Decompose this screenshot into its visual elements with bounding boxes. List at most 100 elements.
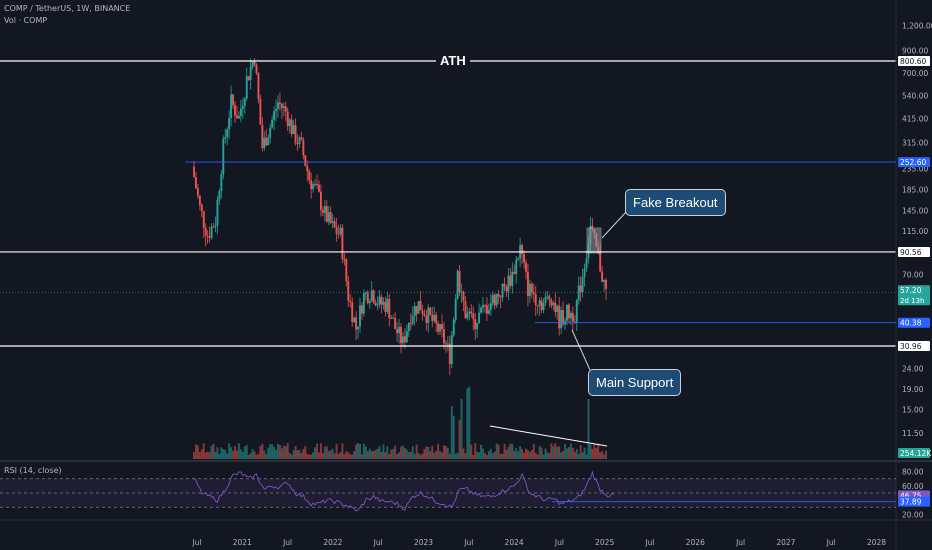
volume-bar (550, 443, 553, 459)
volume-bar (452, 415, 455, 459)
volume-bar (400, 446, 402, 459)
candle-body (409, 323, 412, 325)
fake-breakout-callout: Fake Breakout (625, 189, 726, 216)
rsi-tick-label: 80.00 (902, 468, 924, 477)
price-tick-label: 235.00 (902, 164, 928, 173)
candle-body (507, 275, 510, 292)
volume-bar (497, 444, 500, 459)
candle-body (505, 286, 508, 292)
time-tick-label: 2024 (505, 538, 524, 547)
volume-bar (402, 445, 404, 459)
candle-body (382, 301, 385, 305)
candle-body (286, 111, 289, 127)
volume-bar (294, 446, 297, 459)
volume-bar (208, 452, 211, 459)
volume-bar (544, 448, 547, 459)
volume-bar (251, 449, 254, 459)
candle-body (357, 326, 359, 330)
time-tick-label: 2025 (595, 538, 614, 547)
volume-bar (280, 448, 283, 459)
volume-bar (319, 443, 322, 459)
volume-bar (396, 453, 399, 459)
volume-bar (339, 452, 342, 459)
candle-body (318, 184, 320, 192)
candle-body (437, 323, 440, 332)
price-tag-label: 90.56 (900, 248, 922, 257)
volume-bar (573, 451, 576, 459)
candle-body (532, 292, 535, 295)
volume-bar (198, 452, 201, 459)
candle-body (462, 291, 465, 302)
volume-bar (292, 450, 295, 459)
volume-bar (360, 454, 363, 459)
volume-bar (507, 446, 510, 459)
candle-body (210, 226, 213, 238)
price-tag-countdown: 2d 13h (900, 297, 924, 305)
price-tick-label: 415.00 (902, 115, 928, 124)
candle-body (261, 124, 264, 148)
volume-bar (271, 444, 274, 459)
volume-bar (560, 452, 563, 459)
candle-body (435, 314, 438, 324)
candle-body (296, 143, 299, 145)
price-tag-label: 57.20 (900, 286, 922, 295)
candle-body (417, 301, 420, 314)
candle-body (290, 119, 293, 134)
volume-bar (398, 452, 400, 459)
volume-bar (532, 443, 535, 459)
volume-bar (193, 452, 195, 459)
volume-bar (523, 452, 525, 459)
volume-bar (239, 449, 242, 459)
candle-body (443, 329, 445, 344)
volume-bar (470, 444, 473, 459)
candle-body (208, 236, 211, 238)
candle-body (476, 323, 479, 330)
volume-bar (337, 453, 340, 459)
volume-bar (439, 451, 442, 459)
volume-bar (259, 445, 262, 459)
volume-bar (261, 443, 264, 459)
candle-body (511, 271, 514, 287)
candle-body (273, 111, 276, 120)
price-tick-label: 145.00 (902, 207, 928, 216)
volume-bar (214, 452, 217, 459)
volume-bar (484, 453, 486, 459)
price-tag-label: 800.60 (900, 57, 926, 66)
candle-body (288, 119, 291, 127)
candle-body (263, 137, 266, 148)
volume-bar (366, 451, 369, 459)
candle-body (230, 94, 233, 118)
price-tick-label: 315.00 (902, 139, 928, 148)
volume-bar (220, 447, 223, 459)
candle-body (245, 76, 248, 99)
candle-body (544, 296, 547, 304)
time-tick-label: Jul (554, 538, 564, 547)
price-tick-label: 540.00 (902, 92, 928, 101)
volume-bar (454, 453, 457, 459)
candle-body (454, 299, 457, 320)
candle-body (280, 103, 283, 109)
candle-body (413, 306, 416, 317)
candle-body (552, 302, 555, 306)
candle-body (368, 301, 371, 304)
candle-body (419, 301, 422, 311)
volume-bar (325, 446, 328, 459)
volume-bar (587, 399, 590, 459)
volume-bar (230, 447, 233, 459)
candle-body (359, 305, 361, 327)
candle-body (347, 281, 350, 301)
candle-body (566, 304, 568, 321)
candle-body (433, 314, 436, 321)
candle-body (202, 211, 205, 228)
candle-body (195, 177, 197, 189)
volume-bar (347, 452, 350, 459)
volume-bar (355, 444, 358, 459)
candle-body (277, 102, 279, 110)
time-tick-label: Jul (373, 538, 383, 547)
candle-body (226, 129, 229, 138)
volume-bar (464, 453, 467, 459)
volume-bar (450, 405, 453, 459)
rsi-tag-label: 46.75 (900, 491, 922, 500)
candle-body (556, 305, 559, 312)
volume-bar (196, 445, 199, 459)
